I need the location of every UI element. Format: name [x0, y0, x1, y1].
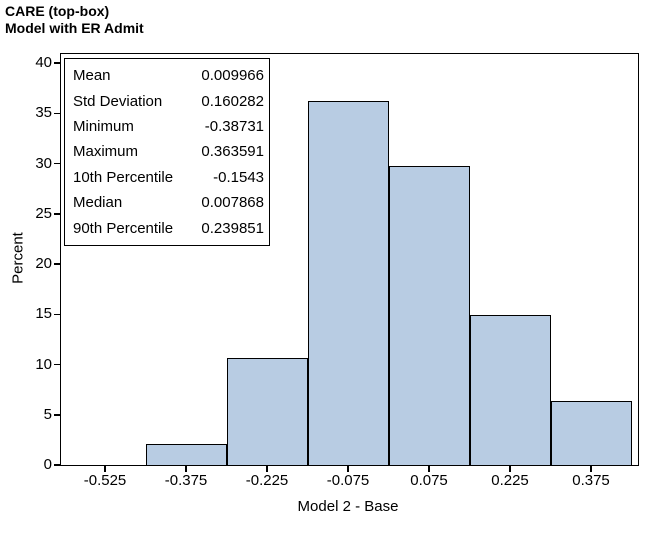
y-axis-tick-label: 0	[43, 456, 52, 473]
stats-value: 0.239851	[201, 219, 264, 237]
x-axis-tick-label: -0.075	[326, 472, 370, 489]
stats-row: Minimum -0.38731	[65, 114, 269, 139]
stats-value: -0.1543	[213, 168, 264, 186]
y-axis-tick-label: 40	[35, 54, 52, 71]
y-axis-tick	[53, 313, 60, 315]
stats-value: 0.009966	[201, 67, 264, 85]
x-axis-tick	[509, 466, 511, 472]
stats-value: 0.363591	[201, 143, 264, 161]
stats-label: Minimum	[73, 118, 134, 136]
stats-row: Maximum 0.363591	[65, 139, 269, 164]
histogram-bar	[388, 165, 470, 465]
stats-label: Median	[73, 194, 123, 212]
y-axis-tick	[53, 62, 60, 64]
y-axis-tick	[53, 263, 60, 265]
x-axis-tick-label: -0.225	[245, 472, 289, 489]
chart-title-line1: CARE (top-box)	[5, 3, 110, 19]
stats-row: 10th Percentile -0.1543	[65, 165, 269, 190]
stats-row: Std Deviation 0.160282	[65, 88, 269, 113]
histogram-bar	[469, 315, 551, 465]
stats-label: Mean	[73, 67, 111, 85]
stats-label: Maximum	[73, 143, 139, 161]
plot-area: -0.525 -0.375 -0.225 -0.075 0.075 0.225 0.375 0…	[35, 53, 639, 489]
x-axis-tick-label: 0.375	[572, 472, 610, 489]
x-axis-tick	[185, 466, 187, 472]
stats-row: Mean 0.009966	[65, 63, 269, 88]
y-axis-tick-label: 5	[43, 405, 52, 423]
x-axis-tick	[104, 466, 106, 472]
chart-title: CARE (top-box) Model with ER Admit	[5, 3, 144, 37]
x-axis-tick	[428, 466, 430, 472]
histogram-bar	[550, 400, 632, 465]
stats-row: 90th Percentile 0.239851	[65, 216, 269, 241]
y-axis-tick-label: 30	[35, 154, 52, 172]
histogram-bar	[226, 358, 308, 465]
stats-label: 90th Percentile	[73, 219, 174, 237]
stats-label: Std Deviation	[73, 92, 163, 110]
stats-label: 10th Percentile	[73, 168, 174, 186]
y-axis-tick	[53, 162, 60, 165]
y-axis-tick-label: 15	[35, 305, 52, 323]
y-axis-tick-label: 35	[35, 104, 52, 122]
histogram-bar	[307, 101, 389, 465]
x-axis-tick-label: -0.375	[164, 472, 208, 489]
x-axis-tick	[266, 466, 268, 472]
stats-row: Median 0.007868	[65, 190, 269, 215]
y-axis-tick	[53, 464, 60, 466]
y-axis-tick	[53, 363, 60, 366]
x-axis-tick-label: 0.075	[410, 472, 448, 489]
x-axis-tick	[347, 466, 349, 472]
x-axis-tick-label: -0.525	[83, 472, 127, 489]
stats-value: 0.160282	[201, 92, 264, 110]
y-axis-tick-label: 10	[35, 355, 52, 373]
stats-value: -0.38731	[204, 118, 264, 136]
y-axis-tick-label: 20	[35, 255, 52, 272]
stats-value: 0.007868	[201, 194, 264, 212]
y-axis-tick	[53, 414, 60, 416]
x-axis-title: Model 2 - Base	[297, 498, 399, 515]
chart-title-line2: Model with ER Admit	[5, 20, 144, 36]
histogram-bar	[145, 443, 227, 465]
y-axis-tick	[53, 213, 60, 215]
stats-box: Mean 0.009966 Std Deviation 0.160282 Minimum…	[64, 58, 270, 246]
y-axis-tick	[53, 112, 60, 114]
y-axis-tick-label: 25	[35, 204, 52, 222]
x-axis-tick	[590, 466, 592, 472]
x-axis-tick-label: 0.225	[491, 472, 529, 489]
